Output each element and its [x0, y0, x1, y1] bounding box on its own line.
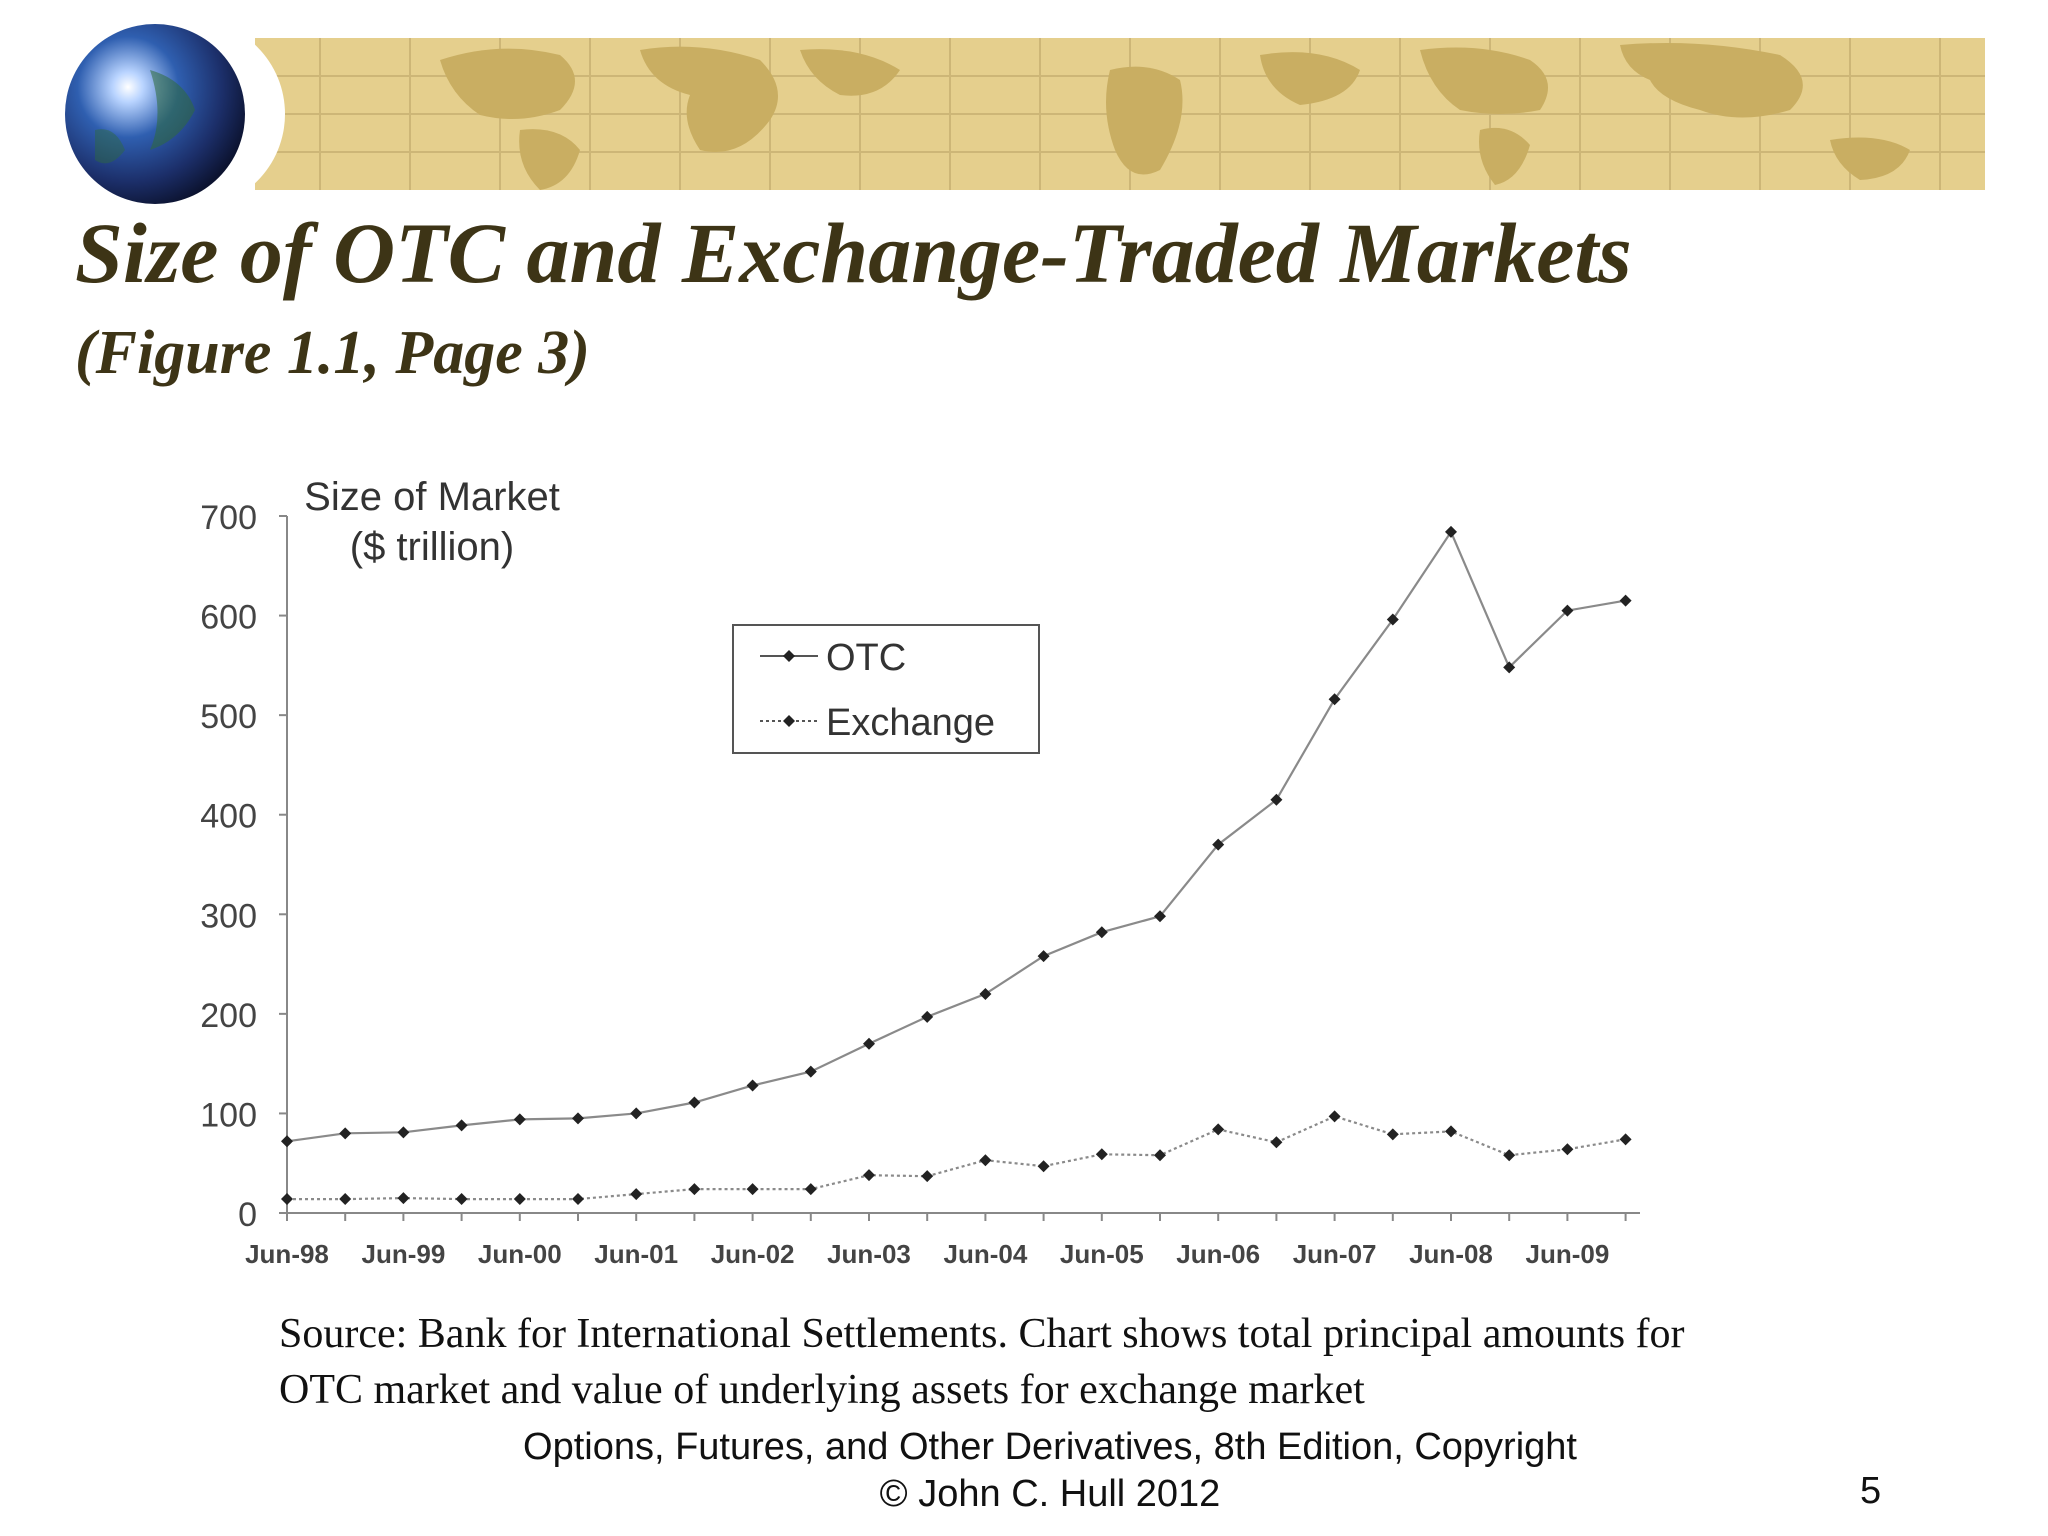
series-layer [281, 525, 1632, 1206]
world-map-banner [255, 38, 1985, 190]
data-point-otc [339, 1127, 352, 1140]
source-line-1: Source: Bank for International Settlemen… [279, 1311, 1685, 1357]
legend-exchange-label: Exchange [826, 702, 995, 744]
y-tick-label: 0 [238, 1196, 257, 1234]
data-point-exchange [921, 1170, 934, 1183]
y-axis-label-line2: ($ trillion) [350, 525, 514, 569]
data-point-exchange [863, 1169, 875, 1182]
data-point-otc [1445, 525, 1457, 538]
series-line-exchange [287, 1115, 1626, 1201]
legend: OTC Exchange [732, 624, 1040, 754]
data-point-exchange [1561, 1143, 1574, 1156]
data-point-otc [1386, 613, 1399, 626]
legend-otc-label: OTC [826, 637, 906, 679]
data-point-otc [1095, 926, 1108, 939]
page-number: 5 [1860, 1470, 1882, 1512]
data-point-exchange [455, 1193, 468, 1206]
data-point-exchange [281, 1193, 293, 1206]
y-tick-label: 400 [200, 798, 257, 836]
x-tick-label: Jun-01 [594, 1239, 678, 1269]
data-point-otc [804, 1065, 817, 1078]
y-ticks: 0 100 200 300 400 500 600 700 [200, 499, 287, 1234]
data-point-exchange [746, 1183, 759, 1196]
data-point-otc [1561, 604, 1574, 617]
data-point-otc [630, 1107, 643, 1120]
data-point-exchange [979, 1154, 992, 1167]
x-tick-label: Jun-09 [1525, 1239, 1609, 1269]
data-point-exchange [1037, 1160, 1050, 1173]
footer-copyright: Options, Futures, and Other Derivatives,… [400, 1424, 1700, 1518]
chart-axes [286, 516, 1640, 1214]
series-line-otc [286, 529, 1626, 1143]
data-point-otc [979, 987, 992, 1000]
data-point-otc [455, 1119, 468, 1132]
data-point-exchange [1445, 1125, 1457, 1138]
data-point-exchange [1503, 1149, 1516, 1162]
data-point-otc [281, 1135, 293, 1148]
footer-line-1: Options, Futures, and Other Derivatives,… [523, 1426, 1577, 1468]
data-point-otc [513, 1113, 526, 1126]
slide-subtitle: (Figure 1.1, Page 3) [75, 319, 590, 387]
data-point-exchange [339, 1193, 352, 1206]
x-tick-label: Jun-04 [943, 1239, 1027, 1269]
data-point-exchange [572, 1193, 584, 1206]
data-point-otc [572, 1112, 584, 1125]
x-tick-label: Jun-06 [1176, 1239, 1260, 1269]
y-tick-label: 300 [200, 897, 257, 935]
data-point-otc [397, 1126, 410, 1139]
x-tick-label: Jun-08 [1409, 1239, 1493, 1269]
slide-title: Size of OTC and Exchange-Traded Markets [75, 205, 1632, 301]
data-point-exchange [1328, 1110, 1341, 1123]
data-point-exchange [1212, 1123, 1225, 1136]
x-tick-label: Jun-02 [711, 1239, 795, 1269]
data-point-exchange [1270, 1136, 1283, 1149]
data-point-exchange [688, 1183, 701, 1196]
x-ticks: Jun-98 Jun-99 Jun-00 Jun-01 Jun-02 Jun-03 Jun-… [245, 1213, 1627, 1269]
data-point-otc [1503, 661, 1516, 674]
data-point-exchange [1095, 1148, 1108, 1161]
x-tick-label: Jun-99 [361, 1239, 445, 1269]
header-banner [65, 19, 1985, 209]
data-point-exchange [804, 1183, 817, 1196]
data-point-otc [1270, 793, 1283, 806]
source-line-2: OTC market and value of underlying asset… [279, 1367, 1365, 1413]
data-point-exchange [630, 1188, 643, 1201]
y-axis-label-line1: Size of Market [304, 475, 560, 519]
data-point-otc [1619, 594, 1632, 607]
data-point-otc [1037, 950, 1050, 963]
x-tick-label: Jun-05 [1060, 1239, 1144, 1269]
data-point-exchange [1386, 1128, 1399, 1141]
data-point-exchange [1154, 1149, 1166, 1162]
y-tick-label: 600 [200, 599, 257, 637]
data-point-otc [1328, 693, 1341, 706]
legend-box [732, 624, 1040, 754]
data-point-otc [746, 1079, 759, 1092]
y-tick-label: 100 [200, 1096, 257, 1134]
y-tick-label: 500 [200, 698, 257, 736]
x-tick-label: Jun-00 [478, 1239, 562, 1269]
globe-icon [65, 19, 285, 209]
data-point-otc [921, 1010, 934, 1023]
x-tick-label: Jun-03 [827, 1239, 911, 1269]
data-point-exchange [397, 1192, 410, 1205]
data-point-exchange [513, 1193, 526, 1206]
data-point-otc [1154, 910, 1166, 923]
x-tick-label: Jun-98 [245, 1239, 329, 1269]
data-point-exchange [1619, 1133, 1632, 1146]
data-point-otc [863, 1037, 875, 1050]
market-size-chart: 0 100 200 300 400 500 600 700 Jun-98 Jun-99 Jun-0… [200, 475, 1640, 1269]
data-point-otc [1212, 838, 1225, 851]
legend-exchange-marker [783, 715, 795, 727]
y-tick-label: 200 [200, 997, 257, 1035]
y-tick-label: 700 [200, 499, 257, 537]
footer-line-2: © John C. Hull 2012 [879, 1473, 1221, 1515]
data-point-otc [688, 1096, 701, 1109]
source-note: Source: Bank for International Settlemen… [279, 1306, 1879, 1418]
x-tick-label: Jun-07 [1293, 1239, 1377, 1269]
legend-otc-marker [783, 650, 795, 662]
